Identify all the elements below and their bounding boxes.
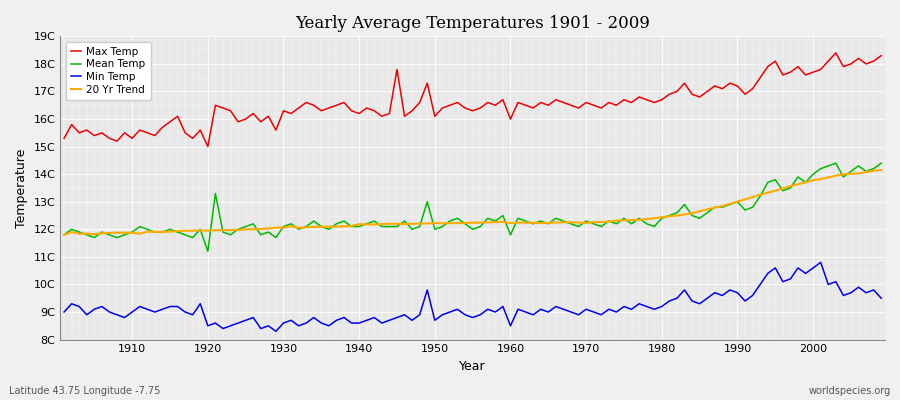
- 20 Yr Trend: [876, 168, 886, 172]
- Mean Temp: [505, 232, 516, 237]
- Min Temp: [505, 323, 516, 328]
- Mean Temp: [876, 161, 886, 166]
- 20 Yr Trend: [331, 224, 342, 229]
- Mean Temp: [293, 227, 304, 232]
- Min Temp: [338, 315, 349, 320]
- Mean Temp: [831, 161, 842, 166]
- Y-axis label: Temperature: Temperature: [15, 148, 28, 228]
- Max Temp: [603, 100, 614, 105]
- Mean Temp: [119, 232, 130, 237]
- Max Temp: [293, 106, 304, 110]
- 20 Yr Trend: [119, 230, 130, 235]
- Legend: Max Temp, Mean Temp, Min Temp, 20 Yr Trend: Max Temp, Mean Temp, Min Temp, 20 Yr Tre…: [66, 42, 150, 100]
- 20 Yr Trend: [505, 221, 516, 226]
- 20 Yr Trend: [596, 220, 607, 224]
- Max Temp: [119, 130, 130, 135]
- Min Temp: [119, 315, 130, 320]
- 20 Yr Trend: [498, 220, 508, 224]
- Min Temp: [271, 329, 282, 334]
- Max Temp: [202, 144, 213, 149]
- Min Temp: [513, 307, 524, 312]
- Max Temp: [338, 100, 349, 105]
- Min Temp: [58, 310, 69, 314]
- Line: Mean Temp: Mean Temp: [64, 163, 881, 251]
- Mean Temp: [58, 232, 69, 237]
- Mean Temp: [603, 219, 614, 224]
- Min Temp: [293, 323, 304, 328]
- Mean Temp: [338, 219, 349, 224]
- Title: Yearly Average Temperatures 1901 - 2009: Yearly Average Temperatures 1901 - 2009: [295, 15, 650, 32]
- Line: 20 Yr Trend: 20 Yr Trend: [64, 170, 881, 235]
- Max Temp: [831, 50, 842, 55]
- Line: Max Temp: Max Temp: [64, 53, 881, 147]
- Mean Temp: [202, 249, 213, 254]
- Max Temp: [58, 136, 69, 141]
- Line: Min Temp: Min Temp: [64, 262, 881, 331]
- Max Temp: [876, 53, 886, 58]
- Text: Latitude 43.75 Longitude -7.75: Latitude 43.75 Longitude -7.75: [9, 386, 160, 396]
- Mean Temp: [513, 216, 524, 221]
- Min Temp: [603, 307, 614, 312]
- X-axis label: Year: Year: [459, 360, 486, 373]
- 20 Yr Trend: [58, 232, 69, 237]
- Min Temp: [815, 260, 826, 265]
- 20 Yr Trend: [285, 224, 296, 229]
- Min Temp: [876, 296, 886, 301]
- Text: worldspecies.org: worldspecies.org: [809, 386, 891, 396]
- Max Temp: [505, 117, 516, 122]
- Max Temp: [513, 100, 524, 105]
